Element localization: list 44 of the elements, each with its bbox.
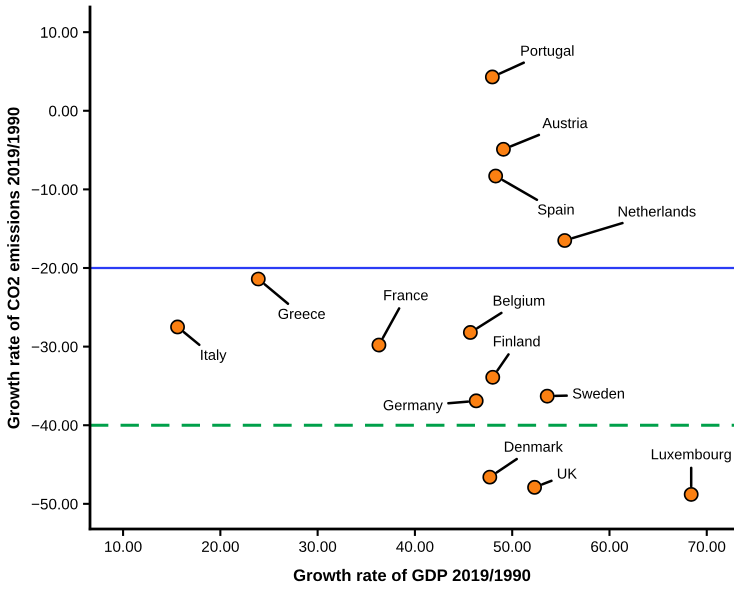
point — [482, 470, 498, 485]
point — [485, 370, 500, 385]
annotation: Netherlands — [618, 206, 696, 217]
annotation: Sweden — [572, 388, 624, 399]
x-tick-label: 60.00 — [591, 541, 628, 552]
annotation: Germany — [384, 400, 443, 414]
y-tick-label: −10.00 — [32, 184, 78, 196]
point — [484, 70, 500, 84]
point — [496, 142, 511, 157]
annotation: Luxembourg — [652, 448, 731, 462]
point — [250, 272, 266, 286]
point — [527, 480, 542, 495]
annotation: Spain — [538, 204, 574, 218]
y-tick-label: −40.00 — [32, 420, 78, 431]
x-tick-label: 70.00 — [688, 541, 726, 552]
point — [462, 325, 478, 340]
point — [557, 233, 572, 248]
point — [468, 393, 484, 408]
x-axis-title: Growth rate of GDP 2019/1990 — [294, 568, 530, 582]
annotation: UK — [558, 468, 577, 479]
x-tick-label: 30.00 — [299, 541, 336, 552]
point — [488, 168, 504, 184]
annotation: Denmark — [504, 441, 563, 452]
point — [372, 338, 386, 352]
y-tick-label: −30.00 — [32, 341, 78, 352]
y-tick-label: −50.00 — [32, 498, 78, 510]
x-tick-label: 20.00 — [202, 541, 239, 552]
x-tick-label: 50.00 — [494, 541, 531, 552]
y-tick-label: 10.00 — [41, 27, 78, 38]
point — [684, 486, 699, 502]
x-tick-label: 40.00 — [396, 541, 434, 552]
annotation: Finland — [494, 336, 540, 346]
point — [170, 320, 185, 334]
annotation: Greece — [278, 308, 325, 320]
annotation: Belgium — [494, 295, 544, 309]
point — [540, 388, 555, 404]
annotation: Austria — [542, 117, 588, 128]
x-tick-label: 10.00 — [105, 541, 142, 552]
annotation: France — [384, 290, 428, 300]
y-axis-title: Growth rate of CO2 emissions 2019/1990 — [7, 107, 20, 428]
annotation: Portugal — [521, 45, 574, 59]
y-tick-label: 0.00 — [49, 106, 78, 116]
annotation: Italy — [201, 349, 226, 363]
y-tick-label: −20.00 — [32, 262, 78, 274]
